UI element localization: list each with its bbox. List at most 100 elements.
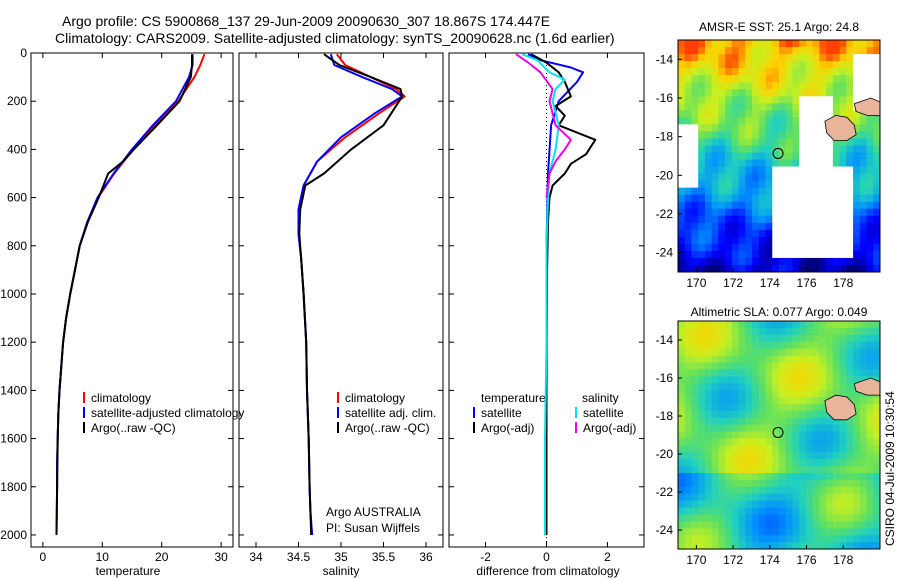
- sla-map-cell: [859, 355, 868, 364]
- sst-map-cell: [745, 110, 753, 118]
- sla-map-cell: [691, 459, 699, 467]
- sla-map-cell: [752, 542, 760, 549]
- sla-map-cell: [819, 417, 827, 426]
- sla-map-cell: [704, 397, 713, 405]
- sla-map-cell: [805, 390, 814, 398]
- sla-map-cell: [718, 466, 726, 474]
- sst-map-cell: [785, 264, 794, 272]
- sla-map-cell: [792, 390, 800, 398]
- sst-map-cell: [873, 243, 880, 252]
- sla-map-cell: [785, 321, 794, 329]
- sst-map-cell: [805, 236, 814, 245]
- sla-map-cell: [839, 321, 847, 329]
- sla-map-cell: [711, 362, 719, 370]
- sst-map-cell: [805, 138, 814, 147]
- sla-map-cell: [731, 521, 740, 529]
- sla-map-cell: [738, 383, 746, 391]
- sst-map-cell: [812, 257, 820, 266]
- sla-map-cell: [853, 403, 861, 412]
- sla-map-cell: [805, 355, 814, 364]
- sla-map-cell: [678, 362, 686, 370]
- sst-map-cell: [758, 103, 767, 111]
- sst-map-cell: [738, 75, 746, 83]
- sla-map-cell: [812, 486, 820, 495]
- sst-map-cell: [765, 124, 773, 132]
- sla-map-cell: [873, 410, 880, 419]
- sla-map-cell: [731, 341, 740, 350]
- sst-map-cell: [873, 208, 880, 217]
- sla-map-cell: [812, 410, 820, 419]
- sst-map-cell: [832, 243, 841, 252]
- sla-map-cell: [684, 473, 693, 481]
- sla-map-cell: [745, 403, 753, 412]
- sla-map-cell: [873, 486, 880, 495]
- sla-map-cell: [819, 410, 827, 419]
- sla-map-cell: [698, 514, 706, 522]
- sst-map-cell: [846, 138, 854, 147]
- sst-map-cell: [698, 180, 706, 189]
- sla-map-cell: [805, 500, 814, 509]
- sst-map-cell: [785, 68, 794, 76]
- sla-map-cell: [745, 362, 753, 370]
- sst-map-cell: [691, 61, 699, 69]
- sst-map-cell: [873, 75, 880, 83]
- sst-map-cell: [725, 54, 733, 62]
- sst-map-cell: [819, 40, 827, 48]
- sst-map-cell: [846, 166, 854, 175]
- sla-map-cell: [678, 452, 686, 460]
- sla-map-cell: [805, 362, 814, 370]
- sst-map-cell: [731, 82, 740, 90]
- sla-map-cell: [718, 348, 726, 357]
- sla-map-cell: [792, 466, 800, 474]
- sst-map-cell: [745, 75, 753, 83]
- sla-map-cell: [698, 528, 706, 536]
- sst-map-cell: [745, 96, 753, 104]
- sst-map-cell: [846, 82, 854, 90]
- sla-map-cell: [839, 493, 847, 502]
- sst-map-cell: [678, 173, 686, 182]
- sla-map-cell: [704, 341, 713, 350]
- sst-map-cell: [819, 250, 827, 259]
- sla-map-cell: [765, 369, 773, 377]
- sla-map-cell: [718, 479, 726, 488]
- sst-map-cell: [698, 96, 706, 104]
- sst-map-cell: [704, 47, 713, 55]
- sst-map-cell: [799, 124, 807, 132]
- sst-map-cell: [779, 138, 787, 147]
- sla-map-cell: [684, 493, 693, 502]
- sla-map-cell: [819, 348, 827, 357]
- sla-map-cell: [772, 445, 780, 453]
- sla-map-cell: [725, 438, 733, 446]
- sst-map-cell: [846, 61, 854, 69]
- sla-map-cell: [691, 479, 699, 488]
- sst-map-cell: [819, 187, 827, 196]
- sst-map-cell: [725, 222, 733, 231]
- sla-map-cell: [859, 514, 868, 522]
- sst-map-cell: [698, 229, 706, 238]
- sst-map-cell: [678, 257, 686, 266]
- sst-map-cell: [678, 180, 686, 189]
- sla-map-cell: [711, 397, 719, 405]
- sst-map-cell: [853, 166, 861, 175]
- sst-map-cell: [859, 117, 868, 125]
- sla-map-cell: [859, 410, 868, 419]
- salinity-legend-label: climatology: [345, 391, 405, 405]
- sst-map-cell: [846, 75, 854, 83]
- sst-map-cell: [792, 152, 800, 161]
- sla-map-cell: [785, 507, 794, 516]
- sst-map-cell: [792, 89, 800, 97]
- sla-map-cell: [819, 403, 827, 412]
- sst-map-cell: [866, 47, 874, 55]
- sst-map-cell: [725, 103, 733, 111]
- sst-map-cell: [684, 82, 693, 90]
- sst-map-cell: [772, 152, 780, 161]
- sla-map-cell: [698, 376, 706, 384]
- sst-map-cell: [873, 89, 880, 97]
- sst-map-cell: [772, 208, 780, 217]
- sst-map-cell: [785, 243, 794, 252]
- sst-map-cell: [704, 229, 713, 238]
- sla-map-cell: [772, 438, 780, 446]
- sla-map-cell: [745, 438, 753, 446]
- sst-map-cell: [678, 187, 686, 196]
- sla-map-cell: [805, 410, 814, 419]
